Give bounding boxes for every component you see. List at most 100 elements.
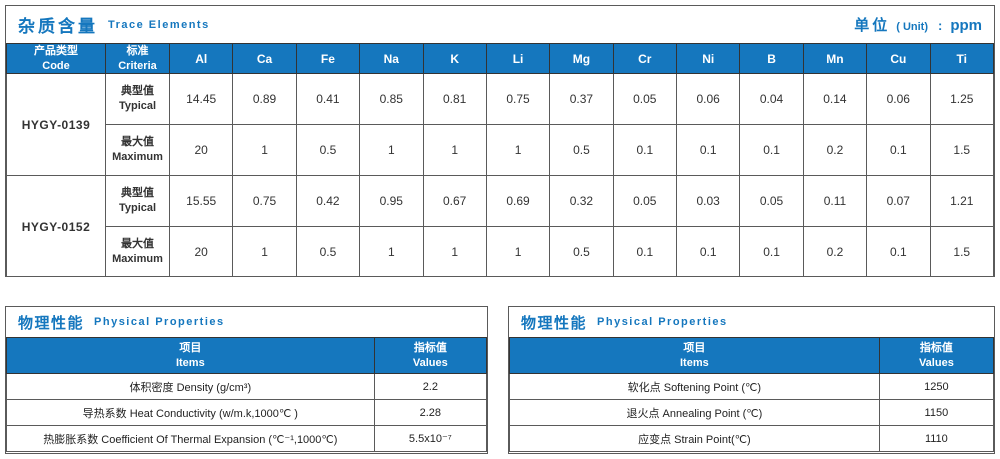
physical-properties-title-zh: 物理性能 <box>18 314 85 332</box>
property-value: 1110 <box>878 425 994 452</box>
property-item: 退火点 Annealing Point (℃) <box>509 399 880 426</box>
element-header-fe: Fe <box>295 43 361 74</box>
table-row-thermal-expansion: 热膨胀系数 Coefficient Of Thermal Expansion (… <box>6 425 487 452</box>
value-cell: 0.11 <box>802 175 868 227</box>
col-header-items: 项目 Items <box>6 337 375 374</box>
table-row-hygy0139-maximum: 最大值 Maximum 20 1 0.5 1 1 1 0.5 0.1 0.1 0… <box>7 124 994 176</box>
physical-properties-title-en: Physical Properties <box>94 316 225 328</box>
trace-elements-title-bar: 杂质含量 Trace Elements 单位 ( Unit) : ppm <box>6 6 994 43</box>
value-cell: 1.21 <box>929 175 994 227</box>
product-code-hygy0139: HYGY-0139 <box>6 73 106 176</box>
col-header-values: 指标值 Values <box>373 337 487 374</box>
value-cell: 1.25 <box>929 73 994 125</box>
value-cell: 0.2 <box>802 226 868 276</box>
physical-header-row: 项目 Items 指标值 Values <box>509 337 994 374</box>
col-header-items: 项目 Items <box>509 337 880 374</box>
value-cell: 0.32 <box>549 175 614 227</box>
col-header-criteria: 标准 Criteria <box>105 43 170 74</box>
value-cell: 0.04 <box>739 73 804 125</box>
value-cell: 0.05 <box>739 175 804 227</box>
table-row-softening-point: 软化点 Softening Point (℃) 1250 <box>509 373 994 400</box>
value-cell: 1.5 <box>929 124 994 176</box>
trace-elements-title-en: Trace Elements <box>108 18 210 31</box>
property-value: 2.2 <box>373 373 487 400</box>
value-cell: 0.1 <box>739 226 804 276</box>
value-cell: 0.03 <box>675 175 741 227</box>
value-cell: 20 <box>168 226 234 276</box>
physical-properties-table-right: 项目 Items 指标值 Values 软化点 Softening Point … <box>509 337 994 452</box>
element-header-li: Li <box>485 43 551 74</box>
value-cell: 14.45 <box>168 73 234 125</box>
value-cell: 0.95 <box>359 175 424 227</box>
value-cell: 0.5 <box>549 226 614 276</box>
physical-header-row: 项目 Items 指标值 Values <box>6 337 487 374</box>
value-cell: 0.05 <box>612 175 678 227</box>
value-cell: 0.06 <box>675 73 741 125</box>
value-cell: 0.67 <box>422 175 487 227</box>
value-cell: 0.5 <box>549 124 614 176</box>
physical-properties-table-left: 项目 Items 指标值 Values 体积密度 Density (g/cm³)… <box>6 337 487 452</box>
element-header-na: Na <box>359 43 424 74</box>
value-cell: 0.89 <box>232 73 297 125</box>
physical-properties-title-en: Physical Properties <box>597 316 728 328</box>
value-cell: 1 <box>232 124 297 176</box>
element-header-ni: Ni <box>675 43 741 74</box>
table-row-strain-point: 应变点 Strain Point(℃) 1110 <box>509 425 994 452</box>
table-row-annealing-point: 退火点 Annealing Point (℃) 1150 <box>509 399 994 426</box>
unit-colon: : <box>937 18 943 33</box>
property-item: 体积密度 Density (g/cm³) <box>6 373 375 400</box>
table-row-hygy0152-typical: HYGY-0152 典型值 Typical 15.55 0.75 0.42 0.… <box>6 175 994 276</box>
value-cell: 0.06 <box>866 73 931 125</box>
trace-elements-title-zh: 杂质含量 <box>18 17 98 36</box>
property-value: 1150 <box>878 399 994 426</box>
table-row-heat-conductivity: 导热系数 Heat Conductivity (w/m.k,1000℃ ) 2.… <box>6 399 487 426</box>
value-cell: 0.41 <box>295 73 361 125</box>
value-cell: 0.1 <box>612 226 678 276</box>
value-cell: 0.1 <box>866 124 931 176</box>
value-cell: 0.85 <box>359 73 424 125</box>
property-item: 热膨胀系数 Coefficient Of Thermal Expansion (… <box>6 425 375 452</box>
table-row-hygy0139-typical: HYGY-0139 典型值 Typical 14.45 0.89 0.41 0.… <box>6 73 994 176</box>
element-header-cr: Cr <box>612 43 678 74</box>
value-cell: 0.69 <box>485 175 551 227</box>
value-cell: 0.1 <box>675 226 741 276</box>
property-value: 1250 <box>878 373 994 400</box>
property-value: 2.28 <box>373 399 487 426</box>
value-cell: 0.81 <box>422 73 487 125</box>
value-cell: 0.37 <box>549 73 614 125</box>
value-cell: 1 <box>422 124 487 176</box>
product-code-hygy0152: HYGY-0152 <box>6 175 106 276</box>
property-item: 应变点 Strain Point(℃) <box>509 425 880 452</box>
value-cell: 0.5 <box>295 124 361 176</box>
value-cell: 1 <box>422 226 487 276</box>
property-value: 5.5x10⁻⁷ <box>373 425 487 452</box>
col-header-code: 产品类型 Code <box>6 43 106 74</box>
element-header-cu: Cu <box>866 43 931 74</box>
value-cell: 0.05 <box>612 73 678 125</box>
value-cell: 1 <box>232 226 297 276</box>
value-cell: 0.1 <box>739 124 804 176</box>
col-header-values: 指标值 Values <box>878 337 994 374</box>
value-cell: 0.42 <box>295 175 361 227</box>
unit-label-en: ( Unit) <box>896 21 928 33</box>
criteria-label-typical: 典型值 Typical <box>105 175 170 227</box>
element-header-al: Al <box>168 43 234 74</box>
value-cell: 0.07 <box>866 175 931 227</box>
element-header-ca: Ca <box>232 43 297 74</box>
value-cell: 1 <box>485 124 551 176</box>
physical-properties-title-zh: 物理性能 <box>521 314 588 332</box>
element-header-ti: Ti <box>929 43 994 74</box>
trace-elements-table: 产品类型 Code 标准 Criteria Al Ca Fe Na K Li M… <box>6 43 994 276</box>
element-header-mn: Mn <box>802 43 868 74</box>
unit-label-zh: 单位 <box>854 17 891 34</box>
value-cell: 0.14 <box>802 73 868 125</box>
criteria-label-maximum: 最大值 Maximum <box>105 226 170 276</box>
criteria-label-typical: 典型值 Typical <box>105 73 170 125</box>
unit-indicator: 单位 ( Unit) : ppm <box>854 14 982 35</box>
table-row-hygy0152-maximum: 最大值 Maximum 20 1 0.5 1 1 1 0.5 0.1 0.1 0… <box>7 226 994 276</box>
value-cell: 0.5 <box>295 226 361 276</box>
property-item: 软化点 Softening Point (℃) <box>509 373 880 400</box>
value-cell: 1 <box>359 226 424 276</box>
value-cell: 0.75 <box>485 73 551 125</box>
value-cell: 0.1 <box>866 226 931 276</box>
